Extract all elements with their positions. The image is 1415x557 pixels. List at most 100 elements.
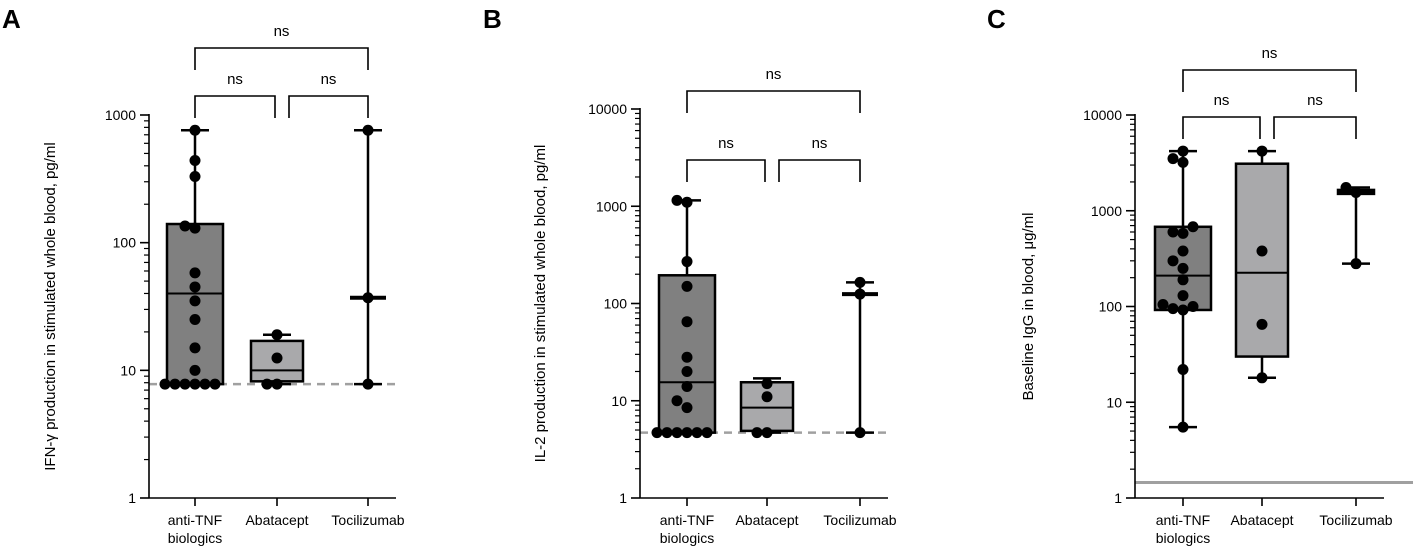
data-point (661, 427, 673, 439)
data-point (1177, 145, 1189, 157)
data-point (681, 365, 693, 377)
data-point (854, 276, 866, 288)
y-tick-label: 10000 (1083, 107, 1122, 123)
significance-bracket (686, 159, 766, 182)
x-tick-label: Abatacept (245, 512, 308, 528)
data-point (1177, 227, 1189, 239)
data-point (1177, 245, 1189, 257)
data-point (209, 378, 221, 390)
y-tick-label: 1000 (596, 198, 627, 214)
significance-label: ns (1214, 92, 1230, 109)
data-point (1167, 226, 1179, 238)
x-tick-label: Abatacept (735, 512, 798, 528)
y-tick-label: 100 (113, 235, 137, 251)
data-point (854, 427, 866, 439)
significance-bracket (686, 90, 861, 113)
significance-label: ns (1307, 92, 1323, 109)
data-point (199, 378, 211, 390)
y-tick-label: 1 (128, 490, 136, 506)
significance-bracket (1182, 116, 1261, 139)
data-point (854, 288, 866, 300)
data-point (1177, 156, 1189, 168)
data-point (362, 124, 374, 136)
significance-label: ns (766, 66, 782, 83)
x-tick-label: Tocilizumab (823, 512, 896, 528)
significance-bracket (194, 47, 369, 70)
x-tick-label: anti-TNF (168, 512, 222, 528)
panel-letter: B (483, 4, 502, 34)
data-point (189, 155, 201, 167)
y-tick-label: 100 (604, 296, 628, 312)
panel-letter: A (2, 4, 21, 34)
data-point (1187, 221, 1199, 233)
data-point (761, 427, 773, 439)
data-point (189, 314, 201, 326)
x-tick-label: biologics (168, 530, 222, 546)
significance-label: ns (1262, 45, 1278, 62)
data-point (362, 378, 374, 390)
panel-letter: C (987, 4, 1006, 34)
data-point (1187, 301, 1199, 312)
data-point (761, 378, 773, 390)
data-point (1157, 298, 1169, 310)
x-tick-label: Tocilizumab (331, 512, 404, 528)
panel-c: C Baseline IgG in blood, μg/ml 1 10 100 1000 1… (987, 4, 1413, 546)
y-axis-label: IL-2 production in stimulated whole bloo… (532, 145, 549, 463)
x-tick-label: biologics (1156, 530, 1210, 546)
significance-label: ns (812, 135, 828, 152)
data-point (1177, 304, 1189, 316)
y-tick-label: 10 (120, 362, 136, 378)
significance-label: ns (274, 23, 290, 40)
y-tick-label: 1 (619, 490, 627, 506)
significance-bracket (1273, 116, 1357, 139)
data-point (271, 352, 283, 364)
data-point (1177, 421, 1189, 433)
data-point (681, 381, 693, 393)
x-tick-label: Abatacept (1230, 512, 1293, 528)
data-point (671, 427, 683, 439)
data-point (671, 395, 683, 407)
significance-bracket (1182, 69, 1357, 92)
data-point (691, 427, 703, 439)
data-point (1350, 187, 1362, 199)
data-point (701, 427, 713, 439)
data-point (189, 124, 201, 136)
data-point (651, 427, 663, 439)
x-tick-label: anti-TNF (660, 512, 714, 528)
data-point (189, 170, 201, 182)
data-point (681, 256, 693, 268)
data-point (159, 378, 171, 390)
data-point (1177, 363, 1189, 375)
data-point (681, 427, 693, 439)
x-tick-label: Tocilizumab (1319, 512, 1392, 528)
data-point (189, 267, 201, 279)
y-tick-label: 1000 (105, 107, 136, 123)
data-point (681, 280, 693, 292)
significance-bracket (194, 95, 276, 118)
y-tick-label: 10000 (588, 101, 627, 117)
data-point (761, 391, 773, 403)
y-tick-label: 10 (611, 393, 627, 409)
data-point (1167, 153, 1179, 165)
significance-bracket (778, 159, 861, 182)
significance-label: ns (227, 71, 243, 88)
data-point (169, 378, 181, 390)
y-tick-label: 1000 (1091, 203, 1122, 219)
data-point (1177, 274, 1189, 286)
data-point (1256, 372, 1268, 384)
data-point (189, 378, 201, 390)
data-point (362, 292, 374, 304)
data-point (189, 222, 201, 234)
significance-label: ns (321, 71, 337, 88)
data-point (271, 378, 283, 390)
data-point (1256, 145, 1268, 157)
data-point (1256, 318, 1268, 330)
data-point (751, 427, 763, 439)
y-tick-label: 10 (1106, 394, 1122, 410)
data-point (189, 342, 201, 354)
data-point (1256, 245, 1268, 257)
significance-bracket (288, 95, 369, 118)
data-point (1340, 181, 1352, 193)
significance-label: ns (718, 135, 734, 152)
